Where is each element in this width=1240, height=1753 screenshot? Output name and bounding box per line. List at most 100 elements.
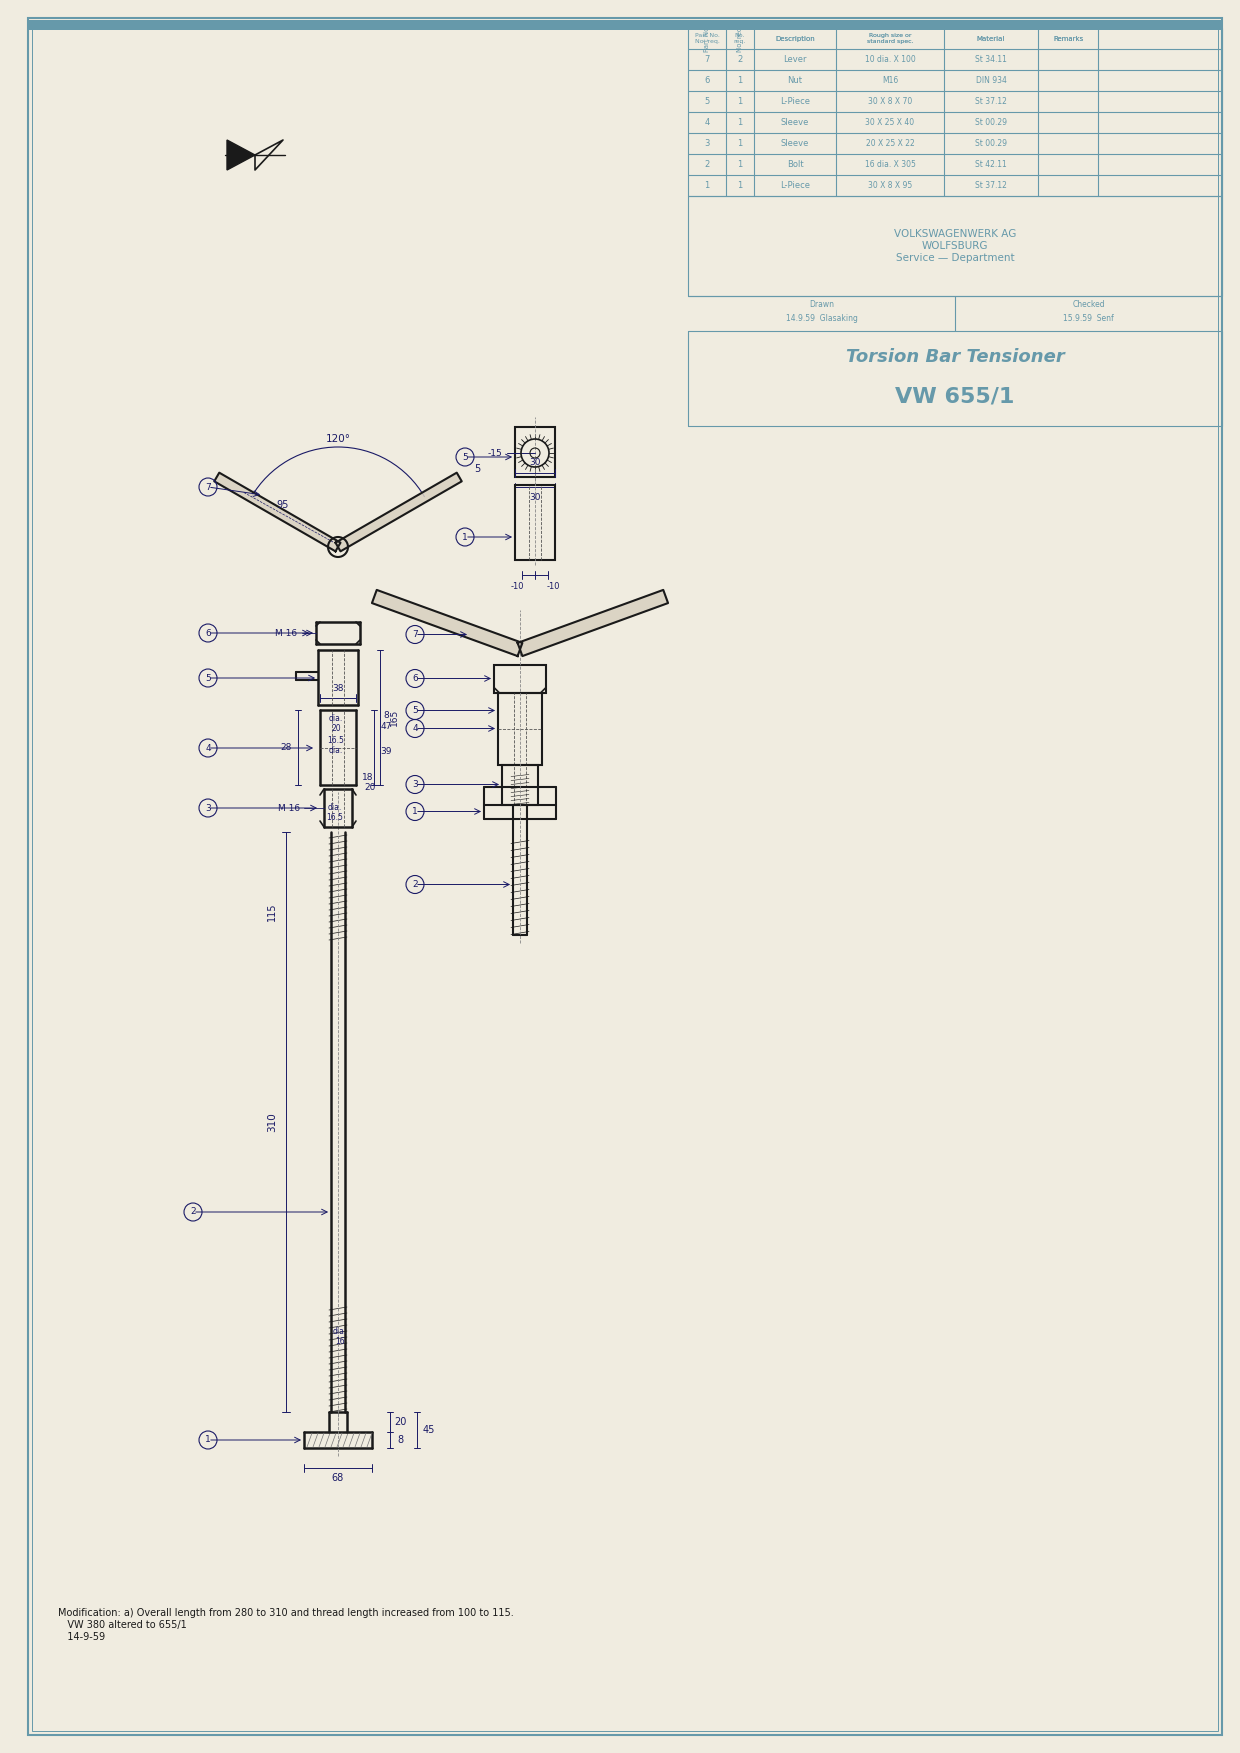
Text: 3: 3 bbox=[704, 138, 709, 147]
Text: M 16: M 16 bbox=[275, 629, 298, 638]
Text: 6: 6 bbox=[412, 673, 418, 684]
Text: 1: 1 bbox=[738, 160, 743, 168]
Text: VW 655/1: VW 655/1 bbox=[895, 386, 1014, 407]
Text: DIN 934: DIN 934 bbox=[976, 75, 1007, 84]
Text: Checked: Checked bbox=[1073, 300, 1105, 309]
Text: 5: 5 bbox=[412, 706, 418, 715]
Text: Material: Material bbox=[977, 35, 1006, 42]
Text: No. req.: No. req. bbox=[737, 25, 743, 53]
Text: M 16: M 16 bbox=[278, 803, 300, 812]
Text: Torsion Bar Tensioner: Torsion Bar Tensioner bbox=[846, 347, 1064, 365]
Text: 5: 5 bbox=[463, 452, 467, 461]
Polygon shape bbox=[336, 473, 461, 552]
Text: 2: 2 bbox=[704, 160, 709, 168]
Polygon shape bbox=[215, 473, 341, 552]
Text: 5: 5 bbox=[704, 96, 709, 105]
Text: Sleeve: Sleeve bbox=[781, 117, 810, 126]
Text: St 42.11: St 42.11 bbox=[975, 160, 1007, 168]
Text: Modification: a) Overall length from 280 to 310 and thread length increased from: Modification: a) Overall length from 280… bbox=[58, 1609, 513, 1641]
Text: 3: 3 bbox=[205, 803, 211, 812]
Text: 16 dia. X 305: 16 dia. X 305 bbox=[864, 160, 915, 168]
Text: 8: 8 bbox=[383, 710, 389, 720]
Text: 30 X 8 X 95: 30 X 8 X 95 bbox=[868, 181, 913, 189]
Text: 1: 1 bbox=[738, 75, 743, 84]
Text: 16.5: 16.5 bbox=[326, 812, 343, 822]
Text: 1: 1 bbox=[463, 533, 467, 542]
Text: 45: 45 bbox=[423, 1425, 435, 1436]
Text: Lever: Lever bbox=[784, 54, 807, 65]
Text: St 37.12: St 37.12 bbox=[975, 181, 1007, 189]
Text: Nut: Nut bbox=[787, 75, 802, 84]
Text: 10 dia. X 100: 10 dia. X 100 bbox=[864, 54, 915, 65]
Text: dia.: dia. bbox=[327, 803, 342, 812]
Text: M16: M16 bbox=[882, 75, 898, 84]
Text: L-Piece: L-Piece bbox=[780, 96, 810, 105]
Text: dia.: dia. bbox=[332, 1327, 347, 1336]
Text: 20: 20 bbox=[331, 724, 341, 733]
Text: St 37.12: St 37.12 bbox=[975, 96, 1007, 105]
Polygon shape bbox=[227, 140, 255, 170]
Text: 4: 4 bbox=[412, 724, 418, 733]
Text: 20: 20 bbox=[365, 782, 376, 792]
Text: 4: 4 bbox=[205, 743, 211, 752]
Text: 18: 18 bbox=[362, 773, 373, 782]
Text: 20: 20 bbox=[394, 1416, 407, 1427]
Text: Part No.: Part No. bbox=[704, 25, 711, 53]
Text: 7: 7 bbox=[412, 629, 418, 640]
Text: Description: Description bbox=[775, 35, 815, 42]
Text: 4: 4 bbox=[704, 117, 709, 126]
Text: 1: 1 bbox=[704, 181, 709, 189]
Text: 1: 1 bbox=[738, 181, 743, 189]
Text: St 00.29: St 00.29 bbox=[975, 117, 1007, 126]
Text: 2: 2 bbox=[190, 1208, 196, 1217]
Text: Remarks: Remarks bbox=[1053, 35, 1083, 42]
Text: 30: 30 bbox=[529, 458, 541, 466]
Bar bbox=[29, 19, 1221, 30]
Text: 16.5: 16.5 bbox=[327, 736, 345, 745]
Polygon shape bbox=[517, 591, 668, 656]
Text: 30: 30 bbox=[529, 493, 541, 501]
Text: 39: 39 bbox=[381, 747, 392, 756]
Text: No.
req.: No. req. bbox=[734, 33, 746, 44]
Text: 1: 1 bbox=[738, 96, 743, 105]
Text: St 34.11: St 34.11 bbox=[975, 54, 1007, 65]
Text: Rough size or
standard spec.: Rough size or standard spec. bbox=[867, 33, 914, 44]
Text: 165: 165 bbox=[389, 708, 398, 726]
Text: 14.9.59  Glasaking: 14.9.59 Glasaking bbox=[786, 314, 857, 323]
Text: 68: 68 bbox=[332, 1473, 345, 1483]
Text: Material: Material bbox=[977, 35, 1006, 42]
Text: -10: -10 bbox=[510, 582, 523, 591]
Text: 95: 95 bbox=[277, 500, 289, 510]
Text: 2: 2 bbox=[738, 54, 743, 65]
Text: 115: 115 bbox=[267, 903, 277, 922]
Text: St 00.29: St 00.29 bbox=[975, 138, 1007, 147]
Text: 30 X 8 X 70: 30 X 8 X 70 bbox=[868, 96, 913, 105]
Text: 1: 1 bbox=[412, 806, 418, 815]
Text: 310: 310 bbox=[267, 1111, 277, 1132]
Text: 7: 7 bbox=[205, 482, 211, 491]
Text: dia.: dia. bbox=[329, 745, 343, 754]
Text: 1: 1 bbox=[205, 1436, 211, 1444]
Text: Bolt: Bolt bbox=[786, 160, 804, 168]
Text: L-Piece: L-Piece bbox=[780, 181, 810, 189]
Text: Rough size or
standard spec.: Rough size or standard spec. bbox=[867, 33, 914, 44]
Text: 2: 2 bbox=[412, 880, 418, 889]
Bar bbox=[515, 428, 556, 477]
Bar bbox=[494, 664, 546, 692]
Text: VOLKSWAGENWERK AG
WOLFSBURG
Service — Department: VOLKSWAGENWERK AG WOLFSBURG Service — De… bbox=[894, 230, 1017, 263]
Bar bbox=[515, 484, 556, 559]
Polygon shape bbox=[372, 591, 522, 656]
Text: Part No.
No. req.: Part No. No. req. bbox=[694, 33, 719, 44]
Text: 30 X 25 X 40: 30 X 25 X 40 bbox=[866, 117, 915, 126]
Text: dia.: dia. bbox=[329, 713, 343, 724]
Text: 28: 28 bbox=[280, 743, 291, 752]
Text: 3: 3 bbox=[412, 780, 418, 789]
Text: 120°: 120° bbox=[325, 435, 351, 444]
Text: 7: 7 bbox=[704, 54, 709, 65]
Text: 1: 1 bbox=[738, 138, 743, 147]
Text: Drawn: Drawn bbox=[808, 300, 835, 309]
Text: 47: 47 bbox=[381, 722, 392, 731]
Text: -15: -15 bbox=[487, 449, 502, 458]
Text: 1: 1 bbox=[738, 117, 743, 126]
Text: Remarks: Remarks bbox=[1053, 35, 1083, 42]
